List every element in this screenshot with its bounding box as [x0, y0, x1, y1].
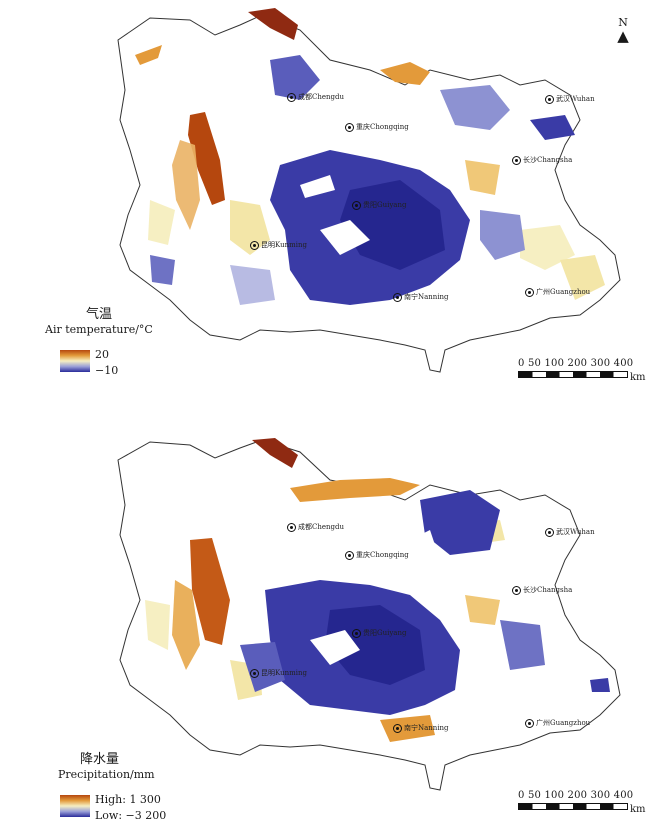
cool-patch: [530, 115, 575, 140]
wet-patch: [172, 580, 200, 670]
city-marker-icon: [525, 718, 534, 728]
legend-low-label: −10: [95, 364, 119, 377]
dry-patch: [500, 620, 545, 670]
dry-patch: [590, 678, 610, 692]
wet-patch: [145, 600, 170, 650]
city-label: 广州Guangzhou: [525, 718, 590, 728]
city-marker-icon: [287, 92, 296, 102]
warm-patch: [380, 62, 430, 85]
city-label: 重庆Chongqing: [345, 550, 409, 560]
scale-unit: km: [630, 372, 646, 383]
city-marker-icon: [393, 292, 402, 302]
warm-patch: [465, 160, 500, 195]
cool-patch: [340, 180, 445, 270]
scale-bar-graphic: [518, 803, 628, 810]
cool-patch: [150, 255, 175, 285]
city-marker-icon: [512, 155, 521, 165]
legend-color-ramp: [60, 350, 90, 372]
legend-high-label: 20: [95, 348, 109, 361]
city-marker-icon: [525, 287, 534, 297]
city-label: 武汉Wuhan: [545, 527, 595, 537]
wet-patch: [190, 538, 230, 645]
cool-patch: [270, 55, 320, 100]
gap-patch: [360, 120, 425, 155]
dry-patch: [240, 642, 285, 692]
city-marker-icon: [352, 628, 361, 638]
temperature-map-panel: N ▲ 成都Chengdu 重庆Chongqing 武汉Wuhan 长沙Chan…: [0, 0, 655, 400]
legend-title-en: Air temperature/°C: [45, 323, 153, 336]
city-marker-icon: [352, 200, 361, 210]
city-label: 成都Chengdu: [287, 522, 344, 532]
scale-bar-graphic: [518, 371, 628, 378]
city-label: 广州Guangzhou: [525, 287, 590, 297]
warm-patch: [172, 140, 200, 230]
legend-title-en: Precipitation/mm: [58, 768, 155, 781]
city-marker-icon: [345, 550, 354, 560]
gap-patch: [390, 530, 435, 565]
cool-patch: [480, 210, 525, 260]
city-label: 重庆Chongqing: [345, 122, 409, 132]
wet-patch: [252, 438, 298, 468]
north-arrow: N ▲: [615, 16, 631, 44]
scale-bar: 0 50 100 200 300 400 km: [518, 358, 646, 383]
warm-patch: [188, 112, 225, 205]
city-marker-icon: [345, 122, 354, 132]
legend-title-cn: 气温: [86, 307, 113, 322]
temperature-map: [117, 8, 621, 373]
precipitation-map: [117, 438, 621, 791]
warm-patch: [230, 200, 270, 255]
gap-patch: [300, 175, 335, 198]
wet-patch: [380, 715, 435, 742]
city-label: 昆明Kunming: [250, 240, 307, 250]
wet-patch: [290, 478, 420, 502]
dry-patch: [420, 490, 500, 555]
city-marker-icon: [287, 522, 296, 532]
wet-patch: [465, 595, 500, 625]
city-label: 贵阳Guiyang: [352, 200, 406, 210]
dry-patch: [325, 605, 425, 685]
city-label: 武汉Wuhan: [545, 94, 595, 104]
scale-numbers: 0 50 100 200 300 400: [518, 358, 634, 369]
city-marker-icon: [393, 723, 402, 733]
warm-patch: [135, 45, 162, 65]
city-label: 贵阳Guiyang: [352, 628, 406, 638]
warm-patch: [248, 8, 298, 40]
city-label: 长沙Changsha: [512, 155, 572, 165]
scale-bar: 0 50 100 200 300 400 km: [518, 790, 646, 815]
city-label: 长沙Changsha: [512, 585, 572, 595]
cool-patch: [230, 265, 275, 305]
precipitation-map-panel: 成都Chengdu 重庆Chongqing 武汉Wuhan 长沙Changsha…: [0, 430, 655, 836]
scale-unit: km: [630, 804, 646, 815]
north-arrow-icon: ▲: [617, 27, 629, 45]
legend-title-cn: 降水量: [80, 752, 120, 767]
legend-low-label: Low: −3 200: [95, 809, 167, 822]
city-label: 昆明Kunming: [250, 668, 307, 678]
cool-patch: [440, 85, 510, 130]
gap-patch: [310, 630, 360, 665]
city-label: 南宁Nanning: [393, 723, 449, 733]
city-label: 南宁Nanning: [393, 292, 449, 302]
warm-patch: [520, 225, 575, 270]
legend-color-ramp: [60, 795, 90, 817]
north-label: N: [618, 16, 628, 29]
city-marker-icon: [250, 240, 259, 250]
legend-high-label: High: 1 300: [95, 793, 161, 806]
city-marker-icon: [512, 585, 521, 595]
scale-numbers: 0 50 100 200 300 400: [518, 790, 634, 801]
warm-patch: [148, 200, 175, 245]
warm-patch: [560, 255, 605, 300]
city-marker-icon: [545, 527, 554, 537]
city-marker-icon: [250, 668, 259, 678]
gap-patch: [320, 220, 370, 255]
city-marker-icon: [545, 94, 554, 104]
city-label: 成都Chengdu: [287, 92, 344, 102]
